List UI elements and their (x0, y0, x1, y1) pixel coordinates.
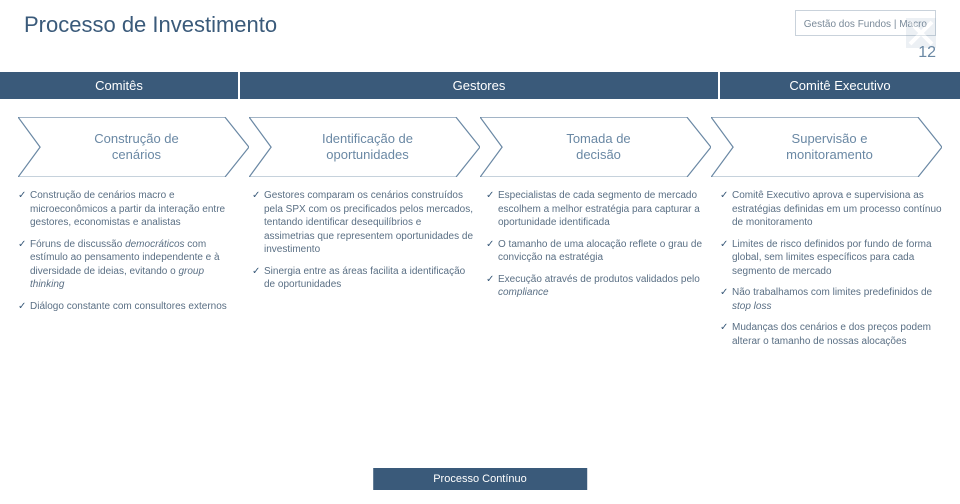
process-step: Tomada dedecisão (480, 117, 711, 177)
bullet-item: Mudanças dos cenários e dos preços podem… (720, 321, 942, 348)
bullet-column: Especialistas de cada segmento de mercad… (486, 189, 708, 356)
process-step: Construção decenários (18, 117, 249, 177)
bullet-item: O tamanho de uma alocação reflete o grau… (486, 238, 708, 265)
bullet-column: Gestores comparam os cenários construído… (252, 189, 474, 356)
bullet-column: Comitê Executivo aprova e supervisiona a… (720, 189, 942, 356)
bullet-item: Construção de cenários macro e microecon… (18, 189, 240, 230)
bullet-item: Sinergia entre as áreas facilita a ident… (252, 265, 474, 292)
column-header: Gestores (240, 72, 720, 99)
process-step: Supervisão emonitoramento (711, 117, 942, 177)
brand-logo-icon (906, 18, 936, 48)
bullet-item: Diálogo constante com consultores extern… (18, 300, 240, 314)
column-header: Comitês (0, 72, 240, 99)
column-header-row: Comitês Gestores Comitê Executivo (0, 72, 960, 99)
bullet-item: Fóruns de discussão democráticos com est… (18, 238, 240, 292)
page-title: Processo de Investimento (24, 12, 277, 38)
bullet-column: Construção de cenários macro e microecon… (18, 189, 240, 356)
bullet-item: Execução através de produtos validados p… (486, 273, 708, 300)
process-arrows-row: Construção decenários Identificação deop… (0, 99, 960, 189)
process-step: Identificação deoportunidades (249, 117, 480, 177)
bullet-item: Limites de risco definidos por fundo de … (720, 238, 942, 279)
column-header: Comitê Executivo (720, 72, 960, 99)
bullets-row: Construção de cenários macro e microecon… (0, 189, 960, 356)
bullet-item: Especialistas de cada segmento de mercad… (486, 189, 708, 230)
bullet-item: Não trabalhamos com limites predefinidos… (720, 286, 942, 313)
footer-label: Processo Contínuo (373, 468, 587, 490)
bullet-item: Comitê Executivo aprova e supervisiona a… (720, 189, 942, 230)
bullet-item: Gestores comparam os cenários construído… (252, 189, 474, 257)
